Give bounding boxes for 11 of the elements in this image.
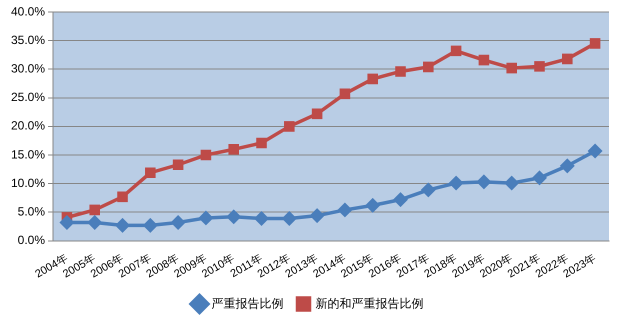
y-tick-label: 10.0% [10,176,46,190]
y-tick-label: 5.0% [18,204,46,219]
y-tick-label: 25.0% [10,90,46,104]
y-tick-label: 20.0% [10,118,46,133]
y-tick-label: 15.0% [10,147,46,162]
y-tick-label: 30.0% [10,62,46,76]
y-tick-label: 40.0% [10,4,46,18]
y-tick-label: 35.0% [10,32,46,47]
legend-label: 严重报告比例 [212,296,284,310]
y-tick-label: 0.0% [18,233,46,248]
legend-label: 新的和严重报告比例 [316,296,424,310]
